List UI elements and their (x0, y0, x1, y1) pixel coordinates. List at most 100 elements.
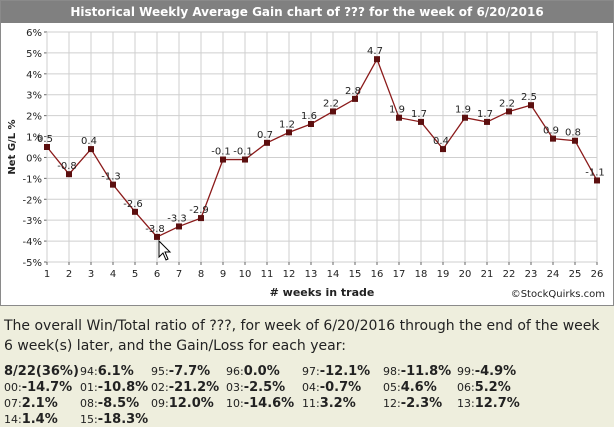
data-label: -2.6 (123, 199, 143, 210)
x-tick-label: 17 (393, 269, 406, 280)
year-row: 00:-14.7% 01:-10.8% 02:-21.2% 03:-2.5% 04:-0… (4, 376, 610, 395)
y-tick-label: 0% (26, 153, 42, 164)
data-point (132, 208, 138, 215)
win-ratio-value: 8/22 (4, 364, 36, 379)
y-tick-label: 4% (26, 70, 42, 81)
data-point (44, 144, 50, 150)
summary-line-2: 6 week(s) later, and the Gain/Loss for e… (4, 338, 346, 354)
year-value: 2.1% (21, 396, 58, 411)
x-tick-label: 25 (569, 269, 582, 280)
data-point (594, 177, 600, 184)
year-value: -10.8% (97, 380, 149, 395)
y-axis-label: Net G/L % (7, 119, 18, 174)
chart-plot: 6%5%4%3%2%1%0%-1%-2%-3%-4%-5%1 2 3 4 5 6 7 8 9 10… (7, 28, 605, 300)
data-point (286, 129, 292, 136)
data-label: 1.7 (411, 109, 427, 120)
x-tick-label: 6 (154, 269, 160, 280)
year-result: 99:-4.9% (457, 360, 516, 379)
summary-line-1: The overall Win/Total ratio of ???, for … (4, 318, 600, 334)
data-point (242, 156, 248, 163)
year-result: 10:-14.6% (226, 392, 294, 411)
year-value: -18.3% (97, 412, 149, 427)
year-result: 04:-0.7% (302, 376, 361, 395)
data-point (418, 118, 424, 125)
x-tick-label: 2 (66, 269, 72, 280)
year-value: -14.7% (21, 380, 73, 395)
year-result: 12:-2.3% (383, 392, 442, 411)
x-tick-label: 9 (220, 269, 226, 280)
y-tick-label: 3% (26, 91, 42, 102)
data-label: -0.8 (57, 161, 77, 172)
year-result: 07:2.1% (4, 392, 58, 411)
data-point (264, 139, 270, 146)
year-label: 15: (80, 413, 98, 426)
x-axis-label: # weeks in trade (270, 286, 375, 299)
x-tick-label: 16 (371, 269, 384, 280)
data-point (462, 114, 468, 121)
data-label: 1.2 (279, 119, 295, 130)
data-label: -1.3 (101, 172, 121, 183)
data-point (440, 146, 446, 153)
data-point (572, 137, 578, 144)
year-label: 97: (302, 365, 320, 378)
y-tick-label: -5% (23, 258, 42, 269)
data-label: -0.1 (211, 147, 231, 158)
x-tick-label: 21 (481, 269, 494, 280)
data-label: 1.7 (477, 109, 493, 120)
year-label: 10: (226, 397, 244, 410)
data-point (352, 95, 358, 102)
year-result: 08:-8.5% (80, 392, 139, 411)
data-label: 2.8 (345, 86, 361, 97)
year-label: 98: (383, 365, 401, 378)
year-result: 15:-18.3% (80, 408, 148, 427)
data-point (528, 102, 534, 109)
data-point (308, 121, 314, 127)
data-label: -2.9 (189, 205, 209, 216)
x-tick-label: 15 (349, 269, 362, 280)
y-tick-label: -1% (23, 174, 42, 185)
data-point (198, 215, 204, 222)
year-value: -4.9% (474, 364, 517, 379)
data-label: 0.9 (543, 126, 559, 137)
x-tick-label: 1 (44, 269, 50, 280)
y-tick-label: 5% (26, 49, 42, 60)
data-point (330, 108, 336, 115)
y-tick-label: -4% (23, 237, 42, 248)
year-row: 14:1.4% 15:-18.3% (4, 408, 610, 427)
x-tick-label: 13 (305, 269, 318, 280)
year-result: 06:5.2% (457, 376, 511, 395)
data-point (88, 146, 94, 153)
x-tick-label: 26 (591, 269, 604, 280)
year-label: 14: (4, 413, 22, 426)
win-ratio: 8/22(36%) (4, 360, 79, 379)
data-point (506, 108, 512, 115)
year-value: 6.1% (97, 364, 134, 379)
data-point (550, 135, 556, 142)
year-label: 06: (457, 381, 475, 394)
year-result: 14:1.4% (4, 408, 58, 427)
x-tick-label: 8 (198, 269, 204, 280)
data-label: -3.8 (145, 224, 165, 235)
x-tick-label: 18 (415, 269, 428, 280)
year-label: 95: (151, 365, 169, 378)
year-result: 03:-2.5% (226, 376, 285, 395)
year-value: -21.2% (168, 380, 220, 395)
year-value: -7.7% (168, 364, 211, 379)
year-label: 00: (4, 381, 22, 394)
year-label: 09: (151, 397, 169, 410)
plot-area (46, 31, 598, 263)
data-point (154, 233, 160, 240)
year-label: 94: (80, 365, 98, 378)
year-label: 03: (226, 381, 244, 394)
year-value: 12.0% (168, 396, 214, 411)
year-result: 01:-10.8% (80, 376, 148, 395)
year-value: -11.8% (400, 364, 452, 379)
year-value: 4.6% (400, 380, 437, 395)
x-tick-label: 11 (261, 269, 274, 280)
data-point (110, 181, 116, 188)
x-tick-label: 20 (459, 269, 472, 280)
x-tick-label: 23 (525, 269, 538, 280)
year-value: -0.7% (319, 380, 362, 395)
year-label: 12: (383, 397, 401, 410)
y-tick-label: 1% (26, 133, 42, 144)
